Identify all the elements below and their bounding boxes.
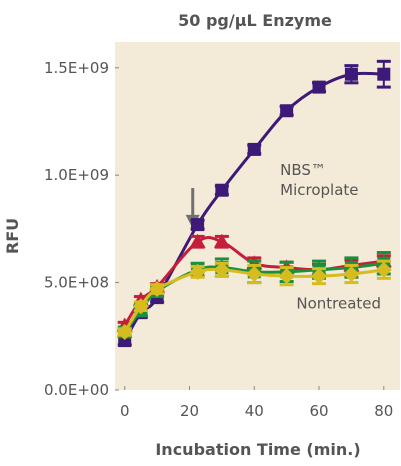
data-point (312, 80, 326, 94)
y-axis: 0.0E+00 5.0E+08 1.0E+09 1.5E+09 (44, 59, 119, 399)
data-point (189, 233, 206, 248)
y-tick-label: 5.0E+08 (44, 274, 109, 292)
y-tick-label: 0.0E+00 (44, 381, 109, 399)
data-point (246, 266, 263, 282)
series-line (123, 267, 385, 333)
data-point (132, 298, 149, 315)
data-point (116, 324, 133, 340)
x-tick-label: 80 (374, 402, 393, 420)
series-line (123, 71, 384, 342)
y-axis-label: RFU (3, 218, 22, 254)
annotation-line: Microplate (280, 181, 358, 199)
data-point (343, 266, 360, 282)
annotation-line: NBS™ (280, 161, 326, 179)
data-point (280, 104, 294, 118)
data-point (375, 261, 392, 278)
x-axis-label: Incubation Time (min.) (155, 440, 360, 459)
series-group (116, 59, 392, 348)
chart-title: 50 pg/μL Enzyme (178, 11, 332, 30)
x-tick-label: 60 (309, 402, 328, 420)
x-tick-label: 20 (180, 402, 199, 420)
annotations: NBS™ Microplate Nontreated (280, 161, 381, 312)
annotation-1: Nontreated (296, 294, 381, 312)
y-tick-label: 1.0E+09 (44, 166, 109, 184)
data-point (247, 142, 261, 156)
x-tick-label: 40 (245, 402, 264, 420)
series-3 (116, 259, 392, 340)
data-point (377, 67, 391, 81)
plot-area (115, 42, 400, 390)
data-point (189, 263, 206, 280)
data-point (278, 268, 295, 285)
data-point (311, 268, 328, 285)
data-point (344, 67, 358, 81)
annotation-line: Nontreated (296, 294, 381, 312)
data-point (213, 233, 230, 248)
x-axis: 0 20 40 60 80 (120, 386, 393, 420)
data-point (215, 183, 229, 197)
data-point (149, 281, 166, 298)
data-point (191, 218, 205, 232)
data-point (213, 261, 230, 278)
y-tick-label: 1.5E+09 (44, 59, 109, 77)
x-tick-label: 0 (120, 402, 130, 420)
annotation-0: NBS™ Microplate (280, 161, 358, 199)
